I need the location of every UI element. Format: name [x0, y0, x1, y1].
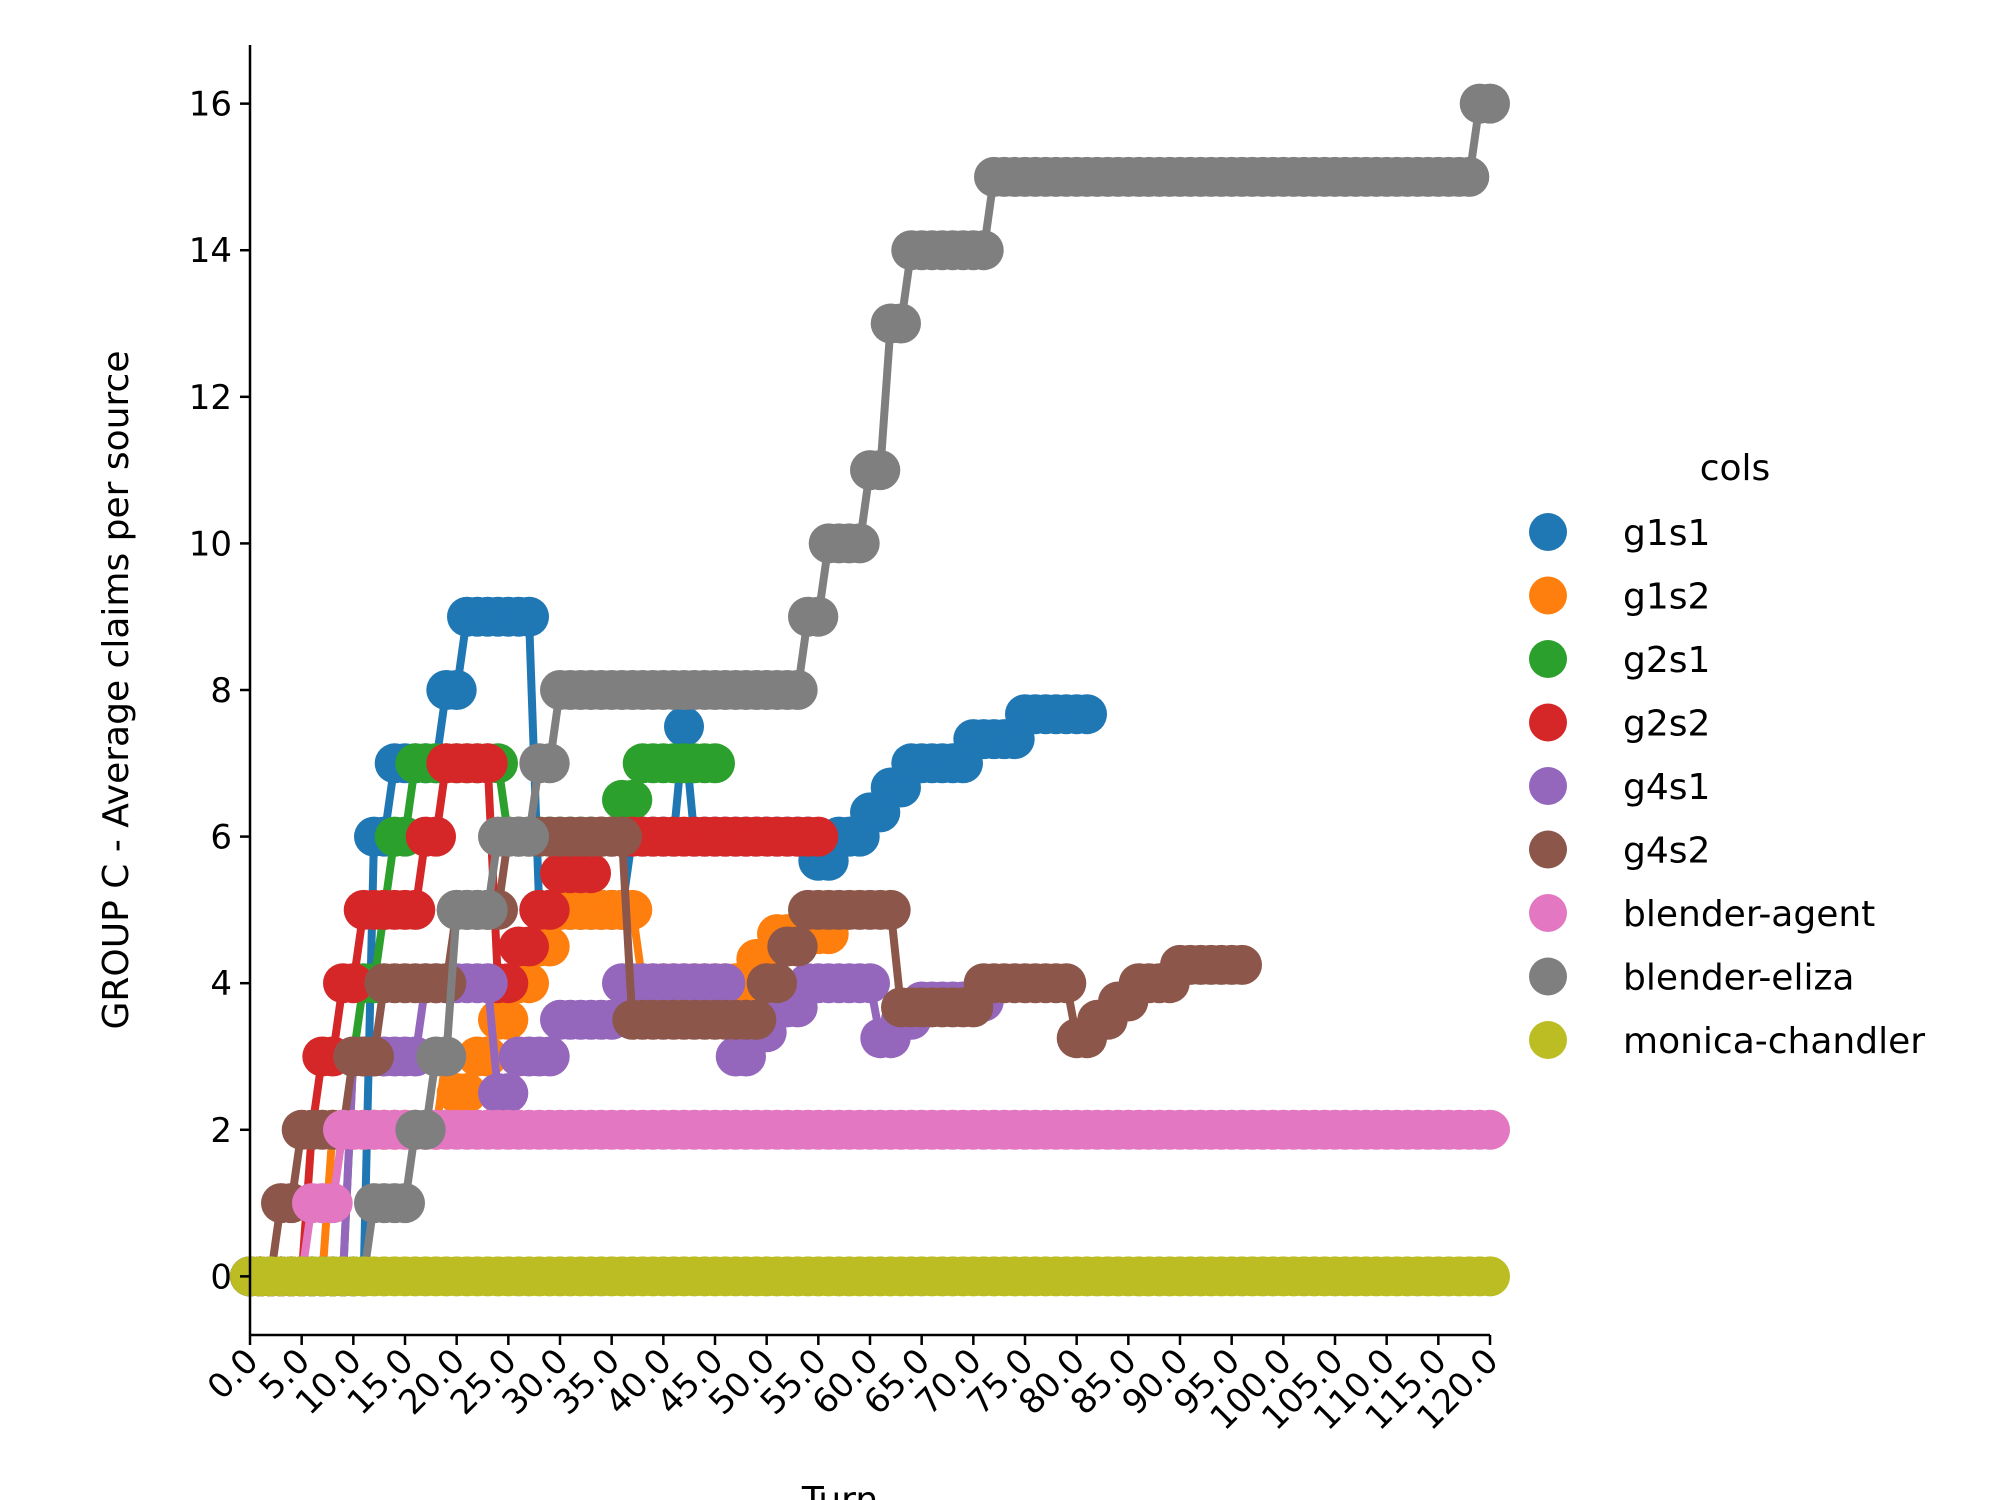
data-point — [385, 1183, 425, 1224]
data-point — [467, 963, 508, 1004]
data-point — [798, 816, 839, 857]
data-point — [467, 889, 508, 930]
y-axis-title: GROUP C - Average claims per source — [96, 351, 137, 1030]
data-point — [529, 743, 570, 784]
legend-label: blender-eliza — [1623, 958, 1854, 999]
data-point — [447, 1073, 487, 1114]
data-point — [757, 963, 797, 1004]
data-point — [529, 1036, 570, 1077]
data-point — [1470, 83, 1510, 124]
legend-label: monica-chandler — [1623, 1021, 1925, 1062]
legend-label: g4s2 — [1623, 831, 1710, 872]
legend-label: g1s1 — [1623, 513, 1710, 554]
data-point — [488, 1073, 529, 1114]
y-tick-label: 2 — [210, 1111, 232, 1151]
data-point — [1046, 963, 1087, 1004]
legend-item-blender-eliza: blender-eliza — [1529, 957, 1854, 999]
legend-item-monica-chandler: monica-chandler — [1529, 1021, 1925, 1062]
legend-label: g2s1 — [1623, 640, 1710, 681]
data-point — [509, 596, 549, 637]
legend-item-blender-agent: blender-agent — [1529, 894, 1875, 935]
data-point — [467, 743, 508, 784]
y-tick-label: 8 — [210, 671, 232, 711]
data-point — [860, 450, 901, 491]
legend-title: cols — [1700, 448, 1771, 489]
data-point — [664, 706, 704, 747]
data-point — [509, 926, 549, 967]
legend-label: g2s2 — [1623, 704, 1710, 745]
legend-items: g1s1 g1s2 g2s1 g2s2 g4s1 g4s2 blender-agent ble… — [1529, 513, 1925, 1062]
y-tick-label: 14 — [189, 231, 232, 271]
legend-item-g2s2: g2s2 — [1529, 703, 1710, 745]
legend-marker — [1529, 894, 1567, 932]
data-point — [695, 743, 735, 784]
data-point — [870, 889, 911, 930]
legend-item-g4s2: g4s2 — [1529, 830, 1710, 872]
y-tick-label: 16 — [189, 85, 232, 125]
data-point — [571, 853, 611, 894]
legend-label: g1s2 — [1623, 577, 1710, 618]
data-point — [1470, 1256, 1510, 1297]
legend-marker — [1529, 767, 1567, 805]
data-point — [333, 963, 374, 1004]
data-point — [705, 963, 746, 1004]
legend-marker — [1529, 957, 1567, 996]
data-point — [963, 230, 1004, 271]
data-point — [602, 816, 642, 857]
data-point — [612, 889, 653, 930]
legend-label: g4s1 — [1623, 767, 1710, 808]
data-point — [426, 1036, 467, 1077]
legend-marker — [1529, 640, 1567, 678]
data-point — [839, 523, 880, 564]
data-point — [529, 889, 570, 930]
series-layer — [230, 83, 1510, 1297]
data-point — [354, 1036, 394, 1077]
data-point — [1067, 694, 1107, 735]
data-point — [488, 999, 529, 1040]
legend-marker — [1529, 576, 1567, 615]
y-tick-label: 4 — [210, 964, 232, 1004]
data-point — [612, 779, 653, 820]
legend-item-g1s2: g1s2 — [1529, 576, 1710, 618]
data-point — [312, 1183, 353, 1224]
x-axis-title: Turn — [801, 1480, 878, 1500]
legend-marker — [1529, 830, 1567, 869]
legend-item-g1s1: g1s1 — [1529, 513, 1710, 554]
legend-item-g4s1: g4s1 — [1529, 767, 1710, 808]
y-ticks: 0 2 4 6 8 10 12 14 16 — [189, 85, 250, 1297]
legend-marker — [1529, 513, 1567, 551]
series-line — [246, 1125, 1494, 1281]
data-point — [881, 303, 921, 344]
legend-label: blender-agent — [1623, 894, 1875, 935]
legend-marker — [1529, 703, 1567, 742]
data-point — [405, 1109, 446, 1150]
data-point — [426, 963, 467, 1004]
data-point — [1449, 156, 1490, 197]
data-point — [395, 889, 436, 930]
data-point — [850, 963, 890, 1004]
y-tick-label: 12 — [189, 378, 232, 418]
series-monica-chandler — [230, 1256, 1510, 1297]
legend-marker — [1529, 1021, 1567, 1059]
y-tick-label: 6 — [210, 818, 232, 858]
y-tick-label: 0 — [210, 1257, 232, 1297]
axes: 0 2 4 6 8 10 12 14 16 0.05.010.015.020.025.030.0… — [189, 45, 1506, 1438]
data-point — [736, 999, 777, 1040]
data-point — [436, 670, 477, 710]
data-point — [777, 670, 818, 710]
legend: cols g1s1 g1s2 g2s1 g2s2 g4s1 g4s2 blender-age… — [1529, 448, 1925, 1062]
data-point — [509, 816, 549, 857]
data-point — [416, 816, 456, 857]
data-point — [1222, 944, 1262, 985]
x-ticks: 0.05.010.015.020.025.030.035.040.045.050… — [200, 1335, 1506, 1438]
y-tick-label: 10 — [189, 524, 232, 564]
data-point — [777, 926, 818, 967]
legend-item-g2s1: g2s1 — [1529, 640, 1710, 681]
data-point — [798, 596, 839, 637]
data-point — [1470, 1109, 1510, 1150]
